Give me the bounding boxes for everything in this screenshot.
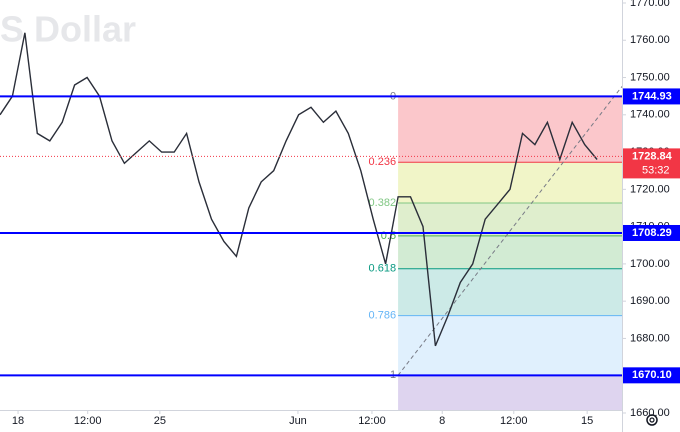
y-tick-label: 1700.00 [630, 258, 670, 270]
y-tick-label: 1740.00 [630, 109, 670, 121]
countdown-label: 53:32 [642, 164, 670, 176]
fib-level-label: 0.618 [369, 263, 397, 275]
fib-level-label: 0.786 [369, 310, 397, 322]
y-tick-label: 1690.00 [630, 295, 670, 307]
x-tick-label: 18 [12, 415, 24, 427]
fib-level-label: 0.382 [369, 197, 397, 209]
price-label: 1708.29 [632, 227, 672, 239]
price-label-box [623, 224, 680, 241]
x-tick-label: 12:00 [358, 415, 386, 427]
y-tick-label: 1660.00 [630, 407, 670, 419]
watermark: S Dollar [0, 9, 136, 50]
fib-zone [398, 235, 622, 269]
y-tick-label: 1680.00 [630, 332, 670, 344]
x-tick-label: 12:00 [74, 415, 102, 427]
y-tick-label: 1720.00 [630, 183, 670, 195]
y-tick-label: 1770.00 [630, 0, 670, 9]
price-label: 1670.10 [632, 369, 672, 381]
x-tick-label: Jun [289, 415, 307, 427]
settings-gear[interactable] [646, 414, 658, 426]
settings-hub[interactable] [649, 417, 655, 423]
y-tick-label: 1750.00 [630, 71, 670, 83]
fib-zone [398, 162, 622, 203]
price-label-box [623, 88, 680, 105]
fib-zone [398, 96, 622, 163]
price-label: 1744.93 [632, 90, 672, 102]
current-price-label: 1728.84 [632, 150, 673, 162]
fib-zone [398, 315, 622, 376]
y-tick-label: 1760.00 [630, 34, 670, 46]
current-price-box [623, 148, 680, 179]
fib-level-label: 0.236 [369, 156, 397, 168]
price-label-box [623, 367, 680, 384]
fib-level-label: 0.5 [381, 230, 396, 242]
x-tick-label: 8 [439, 415, 445, 427]
fib-zone [398, 268, 622, 316]
settings-icon[interactable] [646, 414, 658, 426]
x-tick-label: 15 [581, 415, 593, 427]
x-tick-label: 25 [154, 415, 166, 427]
fib-extension-zone [398, 375, 622, 410]
fib-trend-line [397, 86, 623, 376]
x-tick-label: 12:00 [500, 415, 528, 427]
